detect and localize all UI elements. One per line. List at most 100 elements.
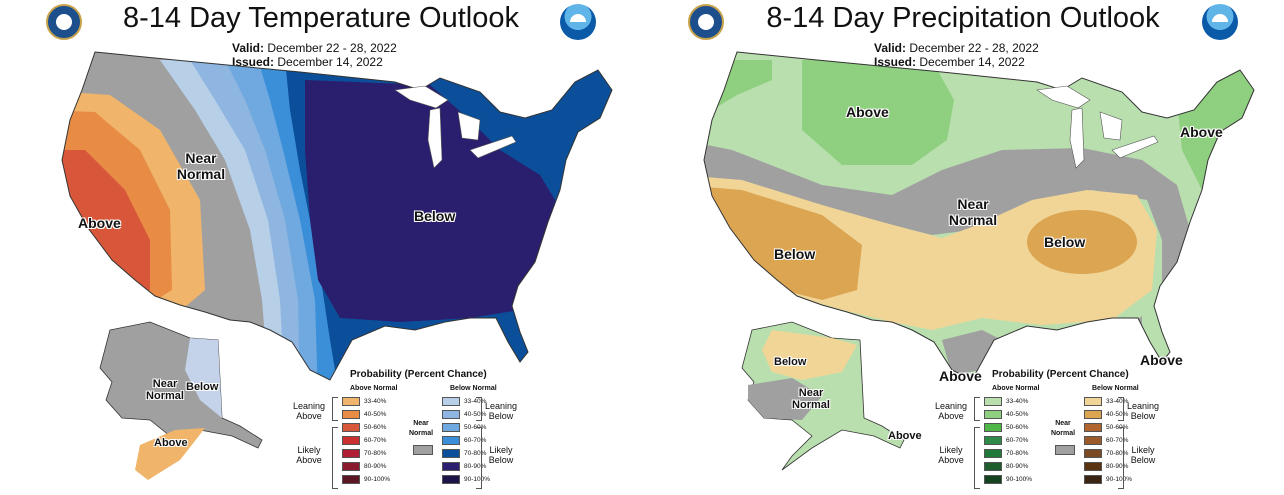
legend-title: Probability (Percent Chance)	[350, 369, 487, 380]
map-label-above: Above	[78, 215, 121, 231]
legend-range-label: 33-40%	[364, 398, 387, 405]
legend-near-normal-swatch	[1055, 445, 1075, 455]
legend-range-label: 70-80%	[1006, 450, 1029, 457]
legend-title: Probability (Percent Chance)	[992, 369, 1129, 380]
legend-range-label: 50-60%	[364, 424, 387, 431]
alaska-label-above: Above	[888, 430, 922, 442]
legend-range-label: 80-90%	[364, 463, 387, 470]
issued-date: December 14, 2022	[919, 55, 1025, 69]
legend-leaning-below: Leaning Below	[484, 401, 518, 421]
precipitation-outlook-panel: 8-14 Day Precipitation Outlook Valid: De…	[642, 0, 1284, 495]
legend-swatch	[1084, 436, 1102, 445]
legend-brace	[476, 397, 482, 421]
map-label-above-florida: Above	[1140, 352, 1183, 368]
map-label-below: Below	[414, 208, 456, 224]
legend-range-label: 40-50%	[464, 411, 487, 418]
below-40-50-southeast-area	[1027, 210, 1137, 274]
legend-range-label: 70-80%	[464, 450, 487, 457]
map-label-near-normal: Near Normal	[948, 196, 998, 228]
map-label-above-northeast: Above	[1180, 124, 1223, 140]
legend-leaning-above: Leaning Above	[292, 401, 326, 421]
legend-swatch	[442, 462, 460, 471]
legend-swatch	[984, 436, 1002, 445]
legend-range-label: 70-80%	[1106, 450, 1129, 457]
legend-swatch	[1084, 449, 1102, 458]
legend-range-label: 60-70%	[1006, 437, 1029, 444]
legend-swatch	[342, 410, 360, 419]
legend-head-above: Above Normal	[350, 385, 398, 392]
legend-swatch	[442, 410, 460, 419]
legend-swatch	[984, 423, 1002, 432]
valid-label: Valid:	[874, 41, 907, 55]
probability-legend: Probability (Percent Chance) Above Norma…	[290, 367, 520, 492]
lake-michigan	[427, 107, 443, 169]
valid-date: December 22 - 28, 2022	[909, 41, 1039, 55]
near-normal-band-area	[704, 140, 1190, 340]
legend-swatch	[342, 462, 360, 471]
legend-range-label: 40-50%	[364, 411, 387, 418]
doc-seal-logo	[688, 4, 724, 40]
legend-head-above: Above Normal	[992, 385, 1040, 392]
legend-swatch	[342, 449, 360, 458]
legend-range-label: 33-40%	[1006, 398, 1029, 405]
alaska-label-below: Below	[774, 356, 807, 368]
legend-swatch	[1084, 397, 1102, 406]
probability-legend: Probability (Percent Chance) Above Norma…	[932, 367, 1162, 492]
legend-swatch	[442, 423, 460, 432]
legend-swatch	[984, 397, 1002, 406]
valid-issued-text: Valid: December 22 - 28, 2022 Issued: De…	[874, 41, 1039, 69]
legend-range-label: 90-100%	[1006, 476, 1033, 483]
alaska-label-above: Above	[154, 437, 188, 449]
lake-huron	[457, 111, 481, 141]
legend-leaning-above: Leaning Above	[934, 401, 968, 421]
legend-range-label: 80-90%	[1006, 463, 1029, 470]
temperature-map	[61, 51, 613, 480]
legend-range-label: 60-70%	[1106, 437, 1129, 444]
legend-swatch	[1084, 410, 1102, 419]
legend-range-label: 80-90%	[464, 463, 487, 470]
legend-range-label: 50-60%	[1106, 424, 1129, 431]
legend-swatch	[984, 449, 1002, 458]
legend-range-label: 90-100%	[364, 476, 391, 483]
legend-brace	[332, 427, 338, 489]
legend-swatch	[1084, 462, 1102, 471]
lake-huron	[1099, 111, 1123, 141]
map-label-below-southwest: Below	[774, 246, 816, 262]
legend-range-label: 60-70%	[364, 437, 387, 444]
issued-date: December 14, 2022	[277, 55, 383, 69]
alaska-label-near-normal: Near Normal	[146, 378, 184, 402]
legend-range-label: 90-100%	[464, 476, 491, 483]
alaska-near-normal-area	[748, 378, 822, 420]
near-normal-south-texas-area	[942, 330, 1002, 375]
valid-label: Valid:	[232, 41, 265, 55]
below-40-50-southwest-area	[704, 185, 862, 300]
legend-swatch	[342, 423, 360, 432]
legend-near-normal: Near Normal	[408, 420, 434, 437]
legend-leaning-below: Leaning Below	[1126, 401, 1160, 421]
above-40-50-north-area	[802, 60, 954, 165]
valid-issued-text: Valid: December 22 - 28, 2022 Issued: De…	[232, 41, 397, 69]
legend-near-normal: Near Normal	[1050, 420, 1076, 437]
legend-head-below: Below Normal	[1092, 385, 1139, 392]
alaska-above-area	[135, 428, 205, 480]
legend-likely-above: Likely Above	[938, 445, 964, 465]
legend-brace	[974, 397, 980, 421]
legend-swatch	[442, 436, 460, 445]
legend-likely-above: Likely Above	[296, 445, 322, 465]
lake-superior	[394, 85, 449, 109]
legend-swatch	[342, 397, 360, 406]
legend-range-label: 33-40%	[1106, 398, 1129, 405]
conus-outline	[703, 51, 1255, 381]
issued-label: Issued:	[232, 55, 275, 69]
doc-seal-logo	[46, 4, 82, 40]
map-label-near-normal: Near Normal	[176, 150, 226, 182]
legend-brace	[332, 397, 338, 421]
legend-brace	[476, 427, 482, 489]
legend-swatch	[984, 410, 1002, 419]
alaska-label-near-normal: Near Normal	[792, 387, 830, 411]
alaska-below-area	[762, 330, 857, 380]
legend-brace	[1118, 427, 1124, 489]
legend-swatch	[442, 475, 460, 484]
legend-range-label: 50-60%	[1006, 424, 1029, 431]
panel-title: 8-14 Day Precipitation Outlook	[766, 2, 1160, 34]
